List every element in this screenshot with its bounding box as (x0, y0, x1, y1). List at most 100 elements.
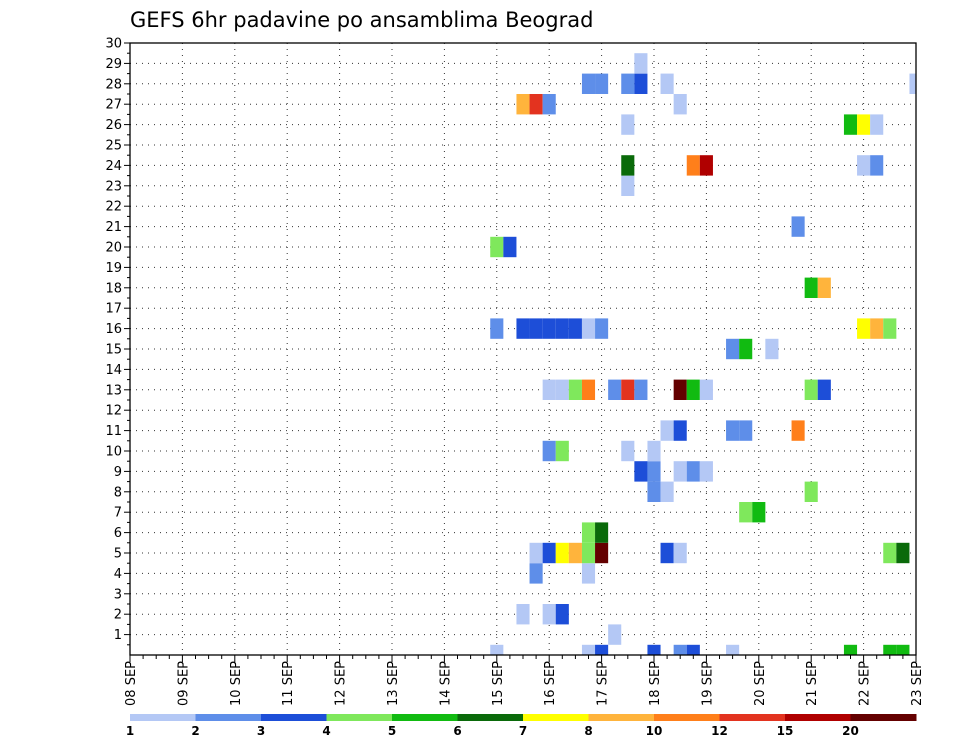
y-tick-label: 27 (105, 98, 122, 113)
heatmap-cell (647, 461, 661, 482)
heatmap-cell (909, 73, 916, 94)
heatmap-cell (581, 522, 596, 543)
y-tick-label: 1 (114, 628, 122, 643)
colorbar: 1 2 3 4 5 6 7 8 10 12 15 20 (126, 714, 917, 738)
colorbar-swatch (130, 714, 196, 721)
heatmap-cell (542, 379, 556, 400)
colorbar-label: 8 (584, 724, 592, 738)
heatmap-cell (621, 73, 635, 94)
heatmap-cell (883, 318, 897, 339)
y-tick-label: 28 (105, 77, 122, 92)
heatmap-cell (686, 644, 700, 655)
heatmap-cell (843, 644, 858, 655)
y-tick-label: 10 (105, 445, 122, 460)
colorbar-swatch (523, 714, 589, 721)
heatmap-cell (634, 53, 648, 74)
heatmap-cell (883, 644, 897, 655)
y-tick-label: 11 (105, 424, 122, 439)
heatmap-cell (595, 318, 609, 339)
heatmap-cell (490, 318, 504, 339)
heatmap-cell (673, 420, 687, 441)
y-tick-label: 23 (105, 179, 122, 194)
heatmap-cell (529, 94, 543, 115)
heatmap-cell (791, 216, 805, 237)
x-tick-label: 10 SEP (229, 661, 244, 706)
heatmap-cell (660, 481, 674, 502)
heatmap-cell (621, 175, 635, 196)
heatmap-cell (503, 236, 517, 258)
heatmap-cell (804, 277, 818, 298)
x-tick-label: 08 SEP (124, 661, 139, 706)
colorbar-label: 20 (842, 724, 859, 738)
heatmap-cell (581, 318, 596, 339)
y-tick-label: 25 (105, 139, 122, 154)
grid-lines (129, 42, 917, 655)
heatmap-cell (660, 73, 674, 94)
y-tick-label: 16 (105, 322, 122, 337)
heatmap-cell (843, 114, 858, 135)
heatmap-cell (817, 379, 831, 400)
heatmap-cell (581, 563, 596, 584)
heatmap-cell (857, 318, 871, 339)
heatmap-cell (883, 542, 897, 564)
y-tick-label: 17 (105, 302, 122, 317)
colorbar-label: 1 (126, 724, 134, 738)
heatmap-cell (581, 644, 596, 655)
heatmap-cell (621, 114, 635, 135)
heatmap-cell (647, 644, 661, 655)
colorbar-label: 10 (646, 724, 663, 738)
colorbar-swatch (195, 714, 262, 721)
x-tick-label: 17 SEP (596, 661, 611, 706)
heatmap-cell (857, 114, 871, 135)
heatmap-cell (896, 644, 910, 655)
colorbar-label: 12 (711, 724, 728, 738)
y-tick-label: 4 (114, 567, 122, 582)
heatmap-cell (634, 379, 648, 400)
heatmap-cell (699, 461, 713, 482)
y-tick-label: 18 (105, 281, 122, 296)
colorbar-swatch (654, 714, 720, 721)
heatmap-cell (529, 542, 543, 564)
heatmap-cell (529, 318, 543, 339)
heatmap-cell (555, 379, 569, 400)
y-tick-label: 21 (105, 220, 122, 235)
colorbar-swatch (261, 714, 327, 721)
heatmap-cell (529, 563, 543, 584)
heatmap-cell (765, 338, 779, 360)
colorbar-swatch (785, 714, 851, 721)
heatmap-cell (516, 94, 530, 115)
colorbar-swatch (719, 714, 786, 721)
heatmap-cell (699, 155, 713, 176)
y-tick-label: 2 (114, 608, 122, 623)
heatmap-cell (581, 379, 596, 400)
heatmap-cell (804, 379, 818, 400)
heatmap-cell (555, 318, 569, 339)
x-tick-label: 20 SEP (753, 661, 768, 706)
heatmap-cell (608, 379, 622, 400)
heatmap-cell (673, 379, 687, 400)
heatmap-cell (686, 379, 700, 400)
y-tick-label: 9 (114, 465, 122, 480)
x-tick-label: 21 SEP (805, 661, 820, 706)
heatmap-cell (542, 440, 556, 462)
colorbar-label: 7 (519, 724, 527, 738)
plot-frame (129, 42, 917, 656)
x-tick-label: 13 SEP (386, 661, 401, 706)
x-tick-label: 19 SEP (700, 661, 715, 706)
heatmap-cell (581, 542, 596, 564)
colorbar-label: 5 (388, 724, 396, 738)
heatmap-cell (791, 420, 805, 441)
heatmap-cell (870, 114, 884, 135)
colorbar-label: 2 (191, 724, 199, 738)
axes: 1234567891011121314151617181920212223242… (105, 37, 925, 706)
heatmap-cell (647, 481, 661, 502)
heatmap-cell (621, 155, 635, 176)
heatmap-cell (857, 155, 871, 176)
heatmap-cell (621, 440, 635, 462)
heatmap-cell (660, 542, 674, 564)
heatmap-cell (686, 461, 700, 482)
heatmap-cell (726, 644, 740, 655)
colorbar-swatch (457, 714, 524, 721)
colorbar-label: 3 (257, 724, 265, 738)
